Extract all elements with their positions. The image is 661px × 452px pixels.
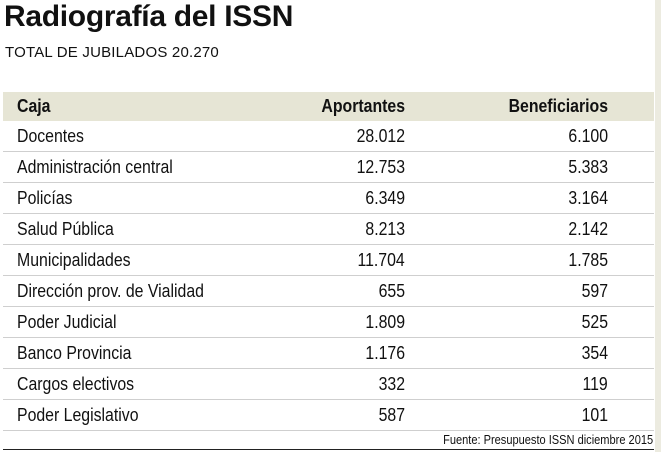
table-header: Caja Aportantes Beneficiarios [3, 92, 654, 121]
cell-beneficiarios: 3.164 [568, 187, 608, 208]
header-beneficiarios: Beneficiarios [508, 96, 608, 116]
cell-aportantes: 332 [378, 373, 405, 394]
cell-caja: Cargos electivos [17, 373, 135, 394]
table-row: Municipalidades 11.704 1.785 [3, 245, 654, 276]
header-caja: Caja [17, 96, 51, 116]
cell-beneficiarios: 354 [581, 342, 608, 363]
table-row: Dirección prov. de Vialidad 655 597 [3, 276, 654, 307]
cell-aportantes: 587 [378, 404, 405, 425]
table-row: Poder Legislativo 587 101 [3, 400, 654, 431]
cell-aportantes: 1.809 [365, 311, 405, 332]
cell-caja: Poder Judicial [17, 311, 117, 332]
table-row: Salud Pública 8.213 2.142 [3, 214, 654, 245]
cell-aportantes: 28.012 [356, 125, 405, 146]
table-row: Banco Provincia 1.176 354 [3, 338, 654, 369]
table-row: Policías 6.349 3.164 [3, 183, 654, 214]
cell-aportantes: 6.349 [365, 187, 405, 208]
cell-aportantes: 655 [378, 280, 405, 301]
cell-beneficiarios: 597 [581, 280, 608, 301]
table-row: Cargos electivos 332 119 [3, 369, 654, 400]
header-aportantes: Aportantes [321, 96, 405, 116]
cell-beneficiarios: 1.785 [568, 249, 608, 270]
cell-caja: Administración central [17, 156, 173, 177]
cell-caja: Policías [17, 187, 73, 208]
source-note: Fuente: Presupuesto ISSN diciembre 2015 [442, 432, 653, 447]
cell-caja: Poder Legislativo [17, 404, 139, 425]
subtitle: TOTAL DE JUBILADOS 20.270 [5, 44, 219, 61]
cell-aportantes: 8.213 [365, 218, 405, 239]
cell-aportantes: 12.753 [356, 156, 405, 177]
bottom-rule [3, 449, 654, 450]
cell-beneficiarios: 5.383 [568, 156, 608, 177]
table-row: Administración central 12.753 5.383 [3, 152, 654, 183]
cell-beneficiarios: 2.142 [568, 218, 608, 239]
cell-caja: Docentes [17, 125, 84, 146]
cell-aportantes: 1.176 [365, 342, 405, 363]
cell-beneficiarios: 525 [581, 311, 608, 332]
cell-beneficiarios: 6.100 [568, 125, 608, 146]
table-row: Poder Judicial 1.809 525 [3, 307, 654, 338]
cell-aportantes: 11.704 [357, 249, 405, 270]
cell-caja: Dirección prov. de Vialidad [17, 280, 204, 301]
cell-beneficiarios: 101 [581, 404, 608, 425]
cell-caja: Municipalidades [17, 249, 131, 270]
cell-beneficiarios: 119 [582, 373, 608, 394]
table-row: Docentes 28.012 6.100 [3, 121, 654, 152]
page-title: Radiografía del ISSN [4, 0, 294, 33]
data-table: Caja Aportantes Beneficiarios Docentes 28… [3, 92, 654, 431]
right-edge-strip [655, 0, 661, 452]
table-body: Docentes 28.012 6.100 Administración centra… [3, 121, 654, 431]
cell-caja: Banco Provincia [17, 342, 132, 363]
cell-caja: Salud Pública [17, 218, 114, 239]
